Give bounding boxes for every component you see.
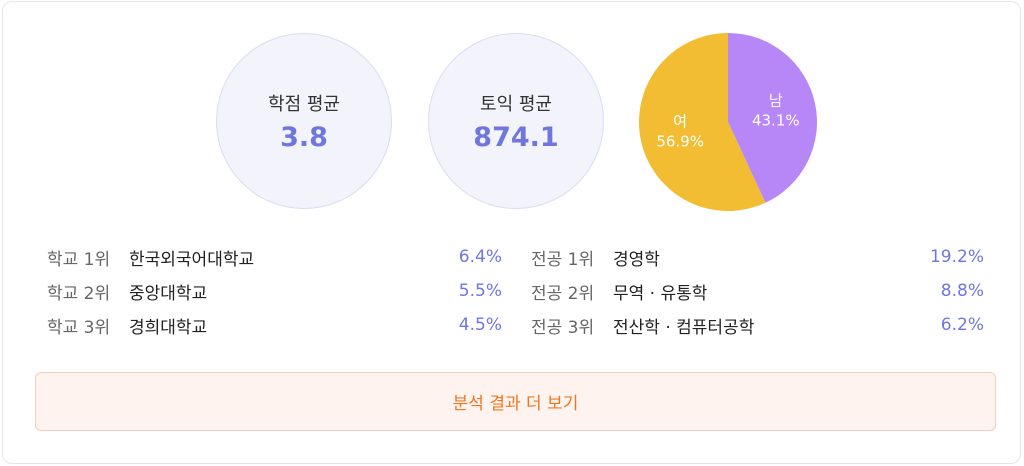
school-name: 중앙대학교 — [129, 283, 208, 304]
rank-label: 학교 2위 — [47, 283, 111, 304]
pie-label-female: 여 — [673, 113, 687, 131]
major-rank-row: 전공 1위 경영학 19.2% — [531, 240, 984, 274]
view-more-results-label: 분석 결과 더 보기 — [452, 394, 579, 414]
gpa-average-stat: 학점 평균 3.8 — [216, 33, 392, 209]
school-rank-row: 학교 3위 경희대학교 4.5% — [47, 308, 502, 342]
school-rank-row: 학교 1위 한국외국어대학교 6.4% — [47, 240, 502, 274]
toeic-average-value: 874.1 — [473, 121, 559, 153]
school-rank-row: 학교 2위 중앙대학교 5.5% — [47, 274, 502, 308]
gender-pie-chart: 남 43.1% 여 56.9% — [639, 33, 817, 211]
gpa-average-value: 3.8 — [280, 121, 328, 153]
rank-percent: 6.2% — [940, 315, 984, 335]
rank-label: 학교 1위 — [47, 249, 111, 270]
major-name: 경영학 — [613, 249, 660, 270]
major-rank-list: 전공 1위 경영학 19.2% 전공 2위 무역 · 유통학 8.8% 전공 3… — [531, 240, 984, 342]
pie-slice-female — [639, 33, 766, 211]
toeic-average-stat: 토익 평균 874.1 — [428, 33, 604, 209]
toeic-average-label: 토익 평균 — [480, 93, 552, 115]
major-rank-row: 전공 2위 무역 · 유통학 8.8% — [531, 274, 984, 308]
major-name: 무역 · 유통학 — [613, 283, 708, 304]
rank-percent: 6.4% — [458, 247, 502, 267]
view-more-results-button[interactable]: 분석 결과 더 보기 — [35, 372, 996, 431]
rank-label: 전공 2위 — [531, 283, 595, 304]
rank-percent: 5.5% — [458, 281, 502, 301]
major-rank-row: 전공 3위 전산학 · 컴퓨터공학 6.2% — [531, 308, 984, 342]
school-name: 경희대학교 — [129, 317, 208, 338]
major-name: 전산학 · 컴퓨터공학 — [613, 317, 755, 338]
rank-percent: 8.8% — [940, 281, 984, 301]
rank-percent: 4.5% — [458, 315, 502, 335]
gpa-average-label: 학점 평균 — [268, 93, 340, 115]
pie-label-male: 남 — [769, 91, 783, 109]
rank-percent: 19.2% — [929, 247, 984, 267]
rank-label: 전공 3위 — [531, 317, 595, 338]
rank-label: 학교 3위 — [47, 317, 111, 338]
school-rank-list: 학교 1위 한국외국어대학교 6.4% 학교 2위 중앙대학교 5.5% 학교 … — [47, 240, 502, 342]
pie-pct-male: 43.1% — [752, 111, 800, 129]
school-name: 한국외국어대학교 — [129, 249, 255, 270]
pie-pct-female: 56.9% — [656, 133, 704, 151]
pie-slice-male — [728, 33, 817, 203]
rank-label: 전공 1위 — [531, 249, 595, 270]
